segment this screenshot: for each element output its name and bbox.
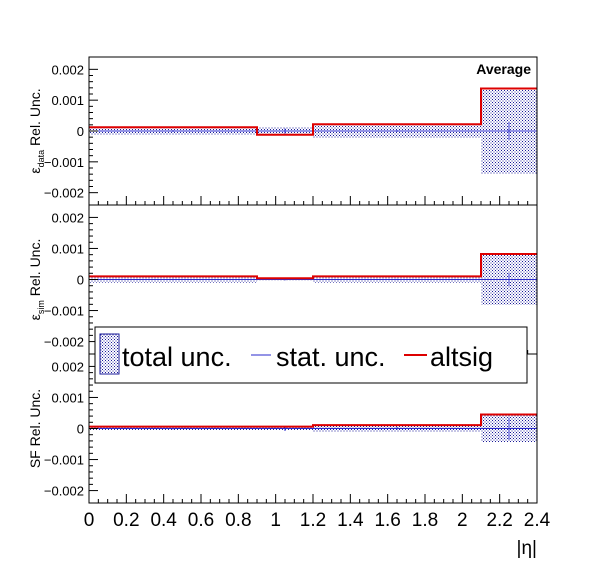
y-tick-label: −0.001 bbox=[44, 453, 84, 468]
x-tick-label: 1.2 bbox=[300, 510, 326, 531]
altsig-line bbox=[89, 253, 537, 280]
corner-label: Average bbox=[476, 61, 531, 77]
x-tick-label: 2 bbox=[457, 510, 468, 531]
x-tick-label: 2.4 bbox=[524, 510, 551, 531]
y-tick-label: 0.002 bbox=[51, 359, 84, 374]
y-tick-label: 0.001 bbox=[51, 390, 84, 405]
x-tick-label: 1.8 bbox=[412, 510, 438, 531]
altsig-line bbox=[89, 413, 537, 428]
y-axis-title: SF Rel. Unc. bbox=[27, 389, 43, 468]
x-tick-label: 2.2 bbox=[486, 510, 512, 531]
x-tick-label: 0.6 bbox=[188, 510, 214, 531]
x-tick-label: 1 bbox=[270, 510, 281, 531]
legend-total-label: total unc. bbox=[122, 342, 232, 372]
legend-stat-label: stat. unc. bbox=[276, 342, 386, 372]
x-tick-label: 0.4 bbox=[150, 510, 177, 531]
y-tick-label: −0.001 bbox=[44, 304, 84, 319]
legend-box bbox=[94, 326, 528, 384]
y-axis-title: εsim Rel. Unc. bbox=[27, 239, 46, 321]
y-tick-label: 0 bbox=[77, 124, 84, 139]
panel-sf: −0.002 −0.001 0 0.001 0.002 SF Rel. Unc. 0 0.2 0… bbox=[27, 353, 551, 559]
x-axis-title: |η| bbox=[517, 538, 537, 559]
y-tick-label: 0 bbox=[77, 273, 84, 288]
x-tick-label: 1.6 bbox=[374, 510, 400, 531]
y-tick-label: −0.001 bbox=[44, 155, 84, 170]
y-tick-label: −0.002 bbox=[44, 484, 84, 499]
y-tick-label: −0.002 bbox=[44, 335, 84, 350]
x-tick-label: 1.4 bbox=[337, 510, 364, 531]
y-tick-label: −0.002 bbox=[44, 186, 84, 201]
x-tick-label: 0.2 bbox=[113, 510, 139, 531]
legend-total-swatch bbox=[99, 333, 120, 375]
panels: −0.002 −0.001 0 0.001 0.002 εdata Rel. Unc. Av… bbox=[27, 56, 551, 559]
legend: total unc. stat. unc. altsig bbox=[94, 326, 528, 384]
x-tick-label: 0 bbox=[84, 510, 95, 531]
y-tick-label: 0.002 bbox=[51, 210, 84, 225]
y-axis-title: εdata Rel. Unc. bbox=[27, 88, 46, 173]
x-tick-label: 0.8 bbox=[225, 510, 251, 531]
y-tick-label: 0.002 bbox=[51, 62, 84, 77]
y-tick-label: 0 bbox=[77, 422, 84, 437]
y-tick-label: 0.001 bbox=[51, 93, 84, 108]
panel-data: −0.002 −0.001 0 0.001 0.002 εdata Rel. Unc. Av… bbox=[27, 56, 538, 206]
legend-altsig-label: altsig bbox=[430, 342, 493, 372]
y-tick-label: 0.001 bbox=[51, 241, 84, 256]
altsig-line bbox=[89, 87, 537, 136]
